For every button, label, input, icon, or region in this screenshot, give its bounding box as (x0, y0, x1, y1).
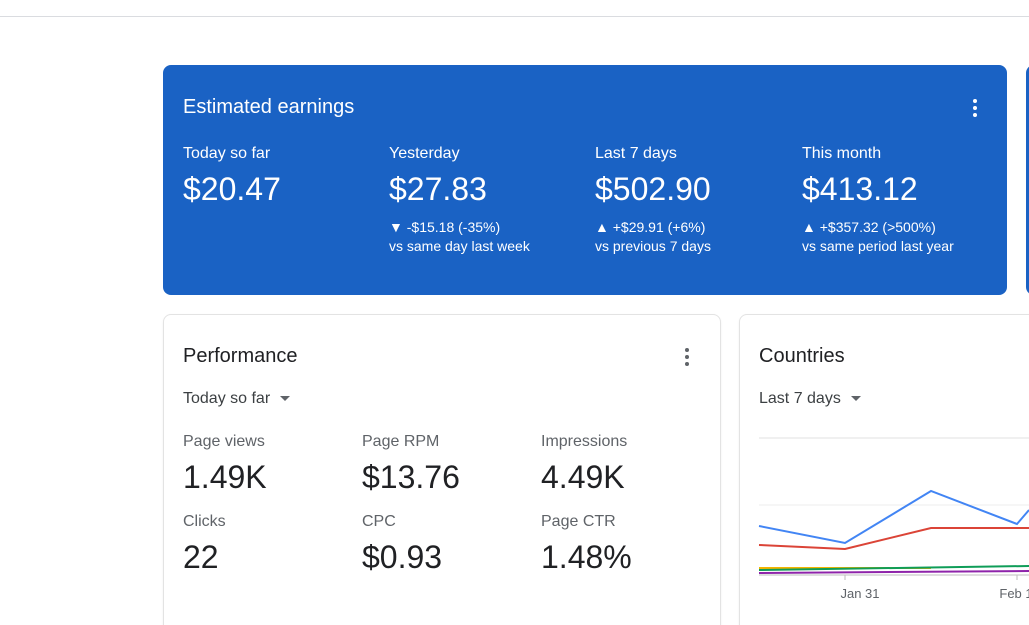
metric-value: $13.76 (362, 459, 460, 495)
metric-label: Page CTR (541, 513, 616, 530)
countries-title: Countries (759, 345, 845, 367)
metric-label: Impressions (541, 433, 628, 450)
country-line (758, 570, 1029, 574)
earnings-value: $20.47 (183, 171, 281, 207)
next-card-edge (1026, 65, 1029, 295)
country-line (758, 489, 1029, 545)
earnings-title: Estimated earnings (183, 96, 355, 118)
countries-period[interactable]: Last 7 days (759, 390, 861, 408)
period-text: Today so far (183, 390, 271, 407)
metric-value: 1.48% (541, 539, 632, 575)
metric-label: Page views (183, 433, 265, 450)
earnings-card (163, 65, 1007, 295)
earnings-change: ▲ +$29.91 (+6%) (595, 219, 706, 235)
top-bar-divider (0, 16, 1029, 17)
earnings-change: ▲ +$357.32 (>500%) (802, 219, 936, 235)
metric-value: 4.49K (541, 459, 625, 495)
performance-card (163, 314, 721, 625)
x-tick-label: Feb 1 (999, 586, 1029, 601)
earnings-label: Yesterday (389, 145, 460, 162)
earnings-label: This month (802, 145, 882, 162)
earnings-comparison: vs same period last year (802, 238, 954, 254)
period-text: Last 7 days (759, 390, 841, 407)
x-tick-label: Jan 31 (840, 586, 879, 601)
earnings-change: ▼ -$15.18 (-35%) (389, 219, 501, 235)
dropdown-caret (850, 396, 861, 402)
metric-value: $0.93 (362, 539, 443, 575)
country-line (758, 527, 1029, 551)
performance-menu[interactable] (685, 348, 689, 369)
metric-value: 1.49K (183, 459, 267, 495)
metric-value: 22 (183, 539, 219, 575)
performance-title: Performance (183, 345, 298, 367)
earnings-value: $413.12 (802, 171, 918, 207)
dropdown-caret (280, 396, 291, 402)
metric-label: Page RPM (362, 433, 440, 450)
metric-label: Clicks (183, 513, 226, 530)
country-line (758, 565, 1029, 571)
earnings-menu[interactable] (973, 99, 977, 120)
earnings-label: Today so far (183, 145, 271, 162)
performance-period[interactable]: Today so far (183, 390, 291, 408)
earnings-comparison: vs same day last week (389, 238, 530, 254)
metric-label: CPC (362, 513, 396, 530)
earnings-value: $27.83 (389, 171, 487, 207)
earnings-label: Last 7 days (595, 145, 677, 162)
earnings-value: $502.90 (595, 171, 711, 207)
earnings-comparison: vs previous 7 days (595, 238, 711, 254)
